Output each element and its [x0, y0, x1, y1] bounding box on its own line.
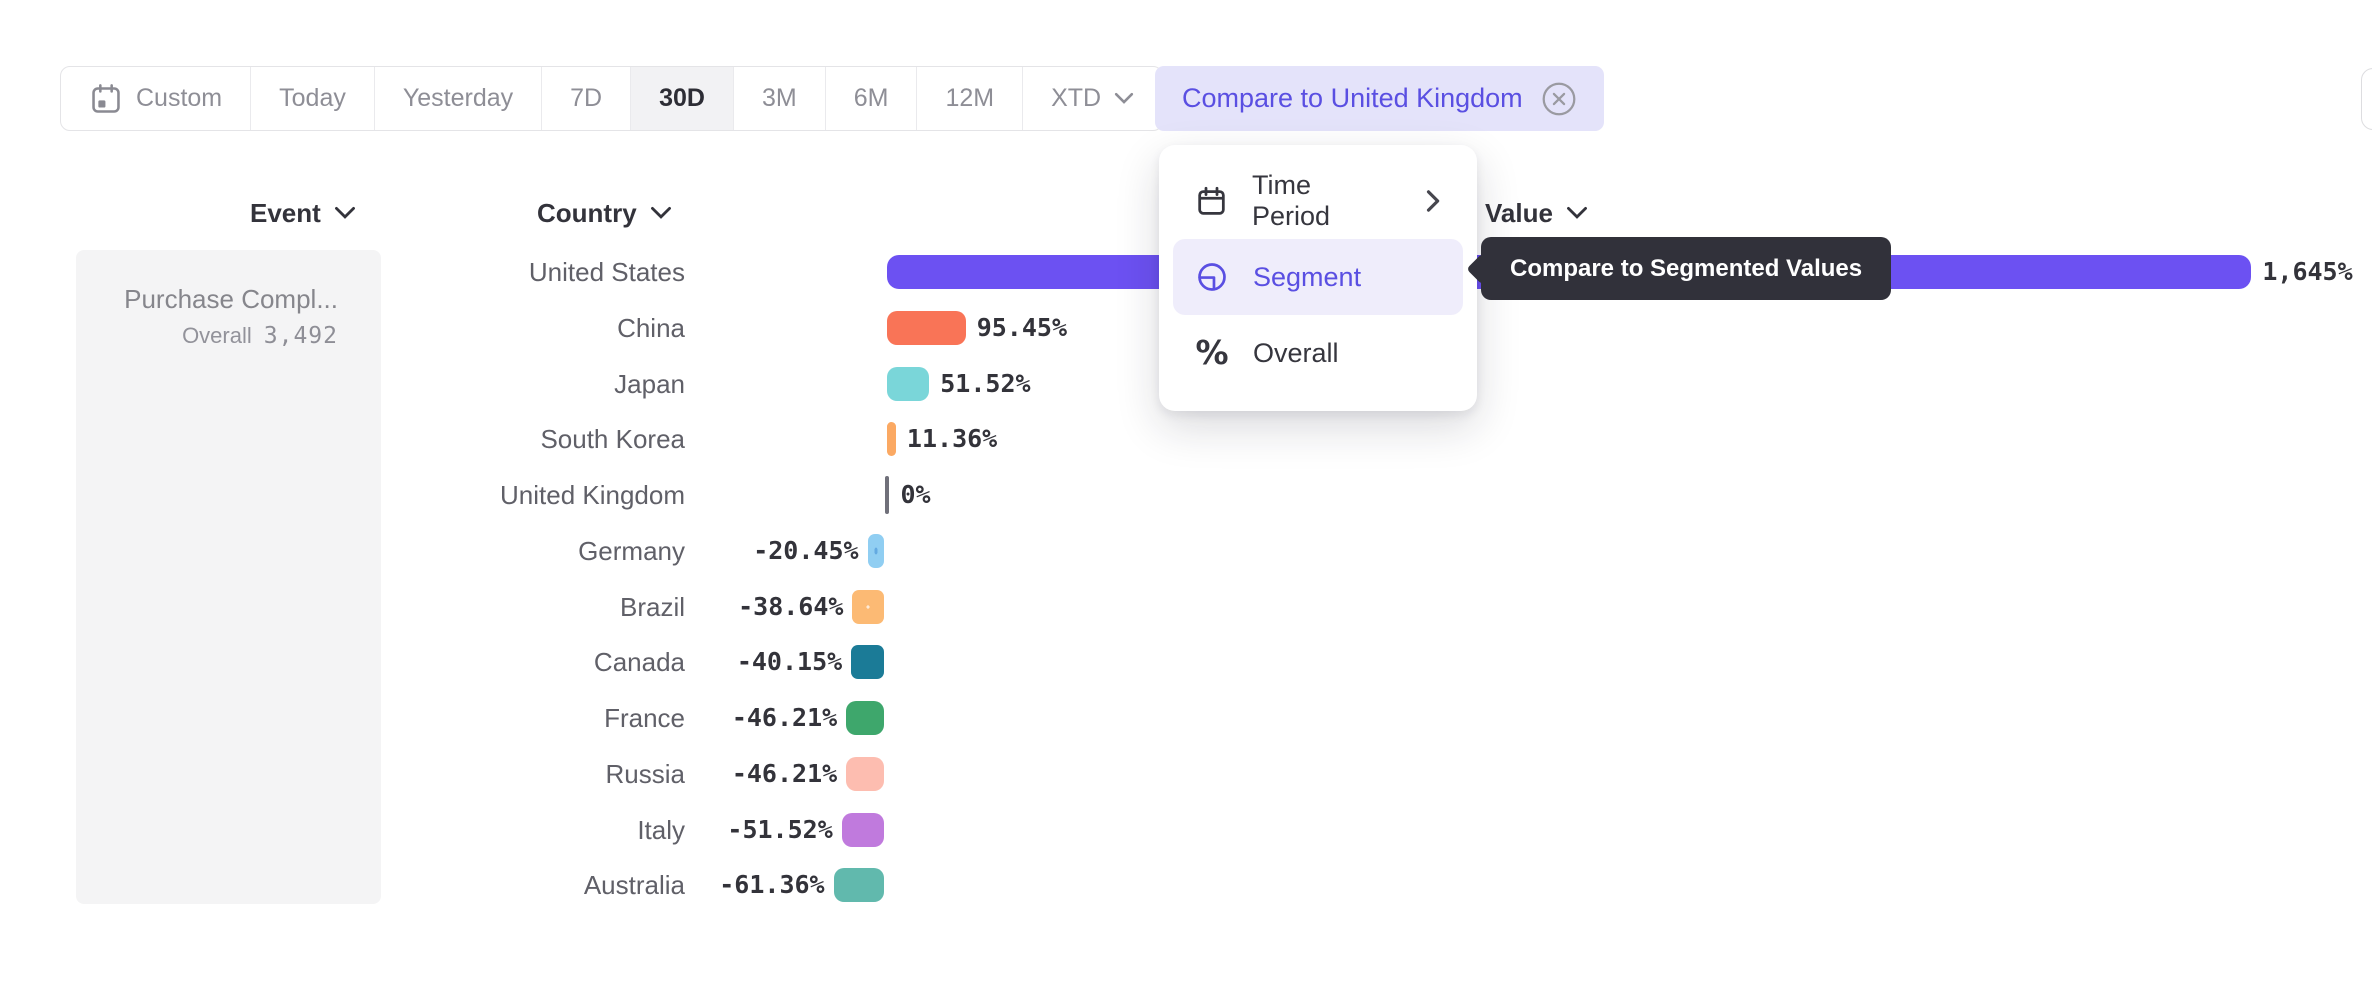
compare-options-menu: Time Period Segment% Overall	[1159, 145, 1477, 411]
range-button-yesterday[interactable]: Yesterday	[375, 67, 543, 130]
column-header-value-label: Value	[1485, 197, 1553, 228]
range-button-xtd[interactable]: XTD	[1023, 67, 1162, 130]
circle-x-icon[interactable]	[1541, 81, 1577, 117]
menu-item-label: Time Period	[1252, 170, 1331, 231]
range-label: Yesterday	[402, 84, 514, 112]
percent-icon: %	[1195, 333, 1229, 372]
overall-label: Overall	[182, 323, 252, 348]
calendar-icon	[89, 82, 123, 116]
value-label-china: 95.45%	[976, 312, 1067, 342]
country-label-united-states: United States	[528, 257, 685, 287]
value-label-japan: 51.52%	[940, 368, 1031, 398]
calendar-icon	[1195, 185, 1228, 218]
bar-russia[interactable]	[846, 756, 885, 791]
country-label-france: France	[604, 703, 685, 733]
date-range-toolbar: Custom Today Yesterday 7D 30D 3M 6M 12M XTD	[60, 66, 1164, 131]
menu-item-label: Overall	[1253, 337, 1339, 368]
bar-australia[interactable]	[833, 868, 885, 903]
range-button-12m[interactable]: 12M	[917, 67, 1024, 130]
range-label: XTD	[1051, 84, 1102, 112]
column-header-country[interactable]: Country	[537, 196, 672, 230]
country-label-germany: Germany	[578, 535, 685, 566]
bar-germany[interactable]	[867, 533, 885, 568]
tooltip-text: Compare to Segmented Values	[1510, 254, 1863, 282]
column-header-value[interactable]: Value	[1485, 196, 1588, 230]
range-button-6m[interactable]: 6M	[826, 67, 918, 130]
range-label: Custom	[136, 84, 223, 112]
country-label-united-kingdom: United Kingdom	[500, 480, 685, 510]
menu-item-label: Segment	[1253, 261, 1362, 292]
bar-italy[interactable]	[841, 812, 885, 847]
bar-brazil[interactable]	[852, 589, 885, 624]
range-label: 3M	[761, 84, 797, 112]
bar-canada[interactable]	[851, 645, 885, 680]
chevron-down-icon	[1566, 206, 1588, 220]
column-header-event-label: Event	[250, 197, 321, 228]
value-label-australia: -61.36%	[719, 870, 825, 900]
tooltip: Compare to Segmented Values	[1466, 237, 1892, 300]
compare-to-button[interactable]: Compare to United Kingdom	[1155, 66, 1604, 131]
bar-south-korea[interactable]	[886, 422, 896, 457]
value-label-united-states: 1,645%	[2262, 257, 2353, 286]
range-button-today[interactable]: Today	[251, 67, 375, 130]
event-name: Purchase Compl...	[124, 284, 338, 314]
menu-item-segment[interactable]: Segment	[1173, 239, 1463, 315]
chevron-right-icon	[1426, 189, 1441, 213]
overall-value: 3,492	[263, 323, 338, 349]
compare-to-label: Compare to United Kingdom	[1182, 83, 1523, 113]
range-label: 30D	[659, 84, 705, 112]
value-label-france: -46.21%	[731, 703, 838, 732]
column-header-country-label: Country	[537, 197, 637, 228]
zero-tick-united-kingdom[interactable]	[884, 476, 889, 514]
country-label-brazil: Brazil	[619, 591, 685, 622]
clipped-control-fragment	[2361, 68, 2372, 130]
event-panel[interactable]: Purchase Compl... Overall 3,492	[76, 250, 381, 904]
country-label-russia: Russia	[605, 758, 685, 789]
menu-item-overall[interactable]: % Overall	[1173, 315, 1463, 391]
range-label: 7D	[570, 84, 603, 112]
segment-icon	[1195, 260, 1229, 294]
range-button-7d[interactable]: 7D	[542, 67, 632, 130]
value-label-canada: -40.15%	[736, 647, 843, 677]
value-label-south-korea: 11.36%	[906, 424, 998, 454]
chevron-down-icon	[1114, 92, 1134, 105]
country-label-canada: Canada	[593, 647, 685, 678]
bar-japan[interactable]	[886, 366, 930, 401]
event-overall-row: Overall 3,492	[76, 320, 381, 352]
range-label: 6M	[853, 84, 889, 112]
range-label: 12M	[945, 84, 995, 112]
range-button-30d[interactable]: 30D	[631, 67, 734, 130]
country-label-australia: Australia	[583, 870, 685, 901]
value-label-russia: -46.21%	[731, 758, 838, 788]
country-label-italy: Italy	[637, 814, 685, 845]
country-label-japan: Japan	[614, 368, 685, 399]
chevron-down-icon	[650, 206, 672, 220]
value-label-germany: -20.45%	[753, 535, 859, 565]
range-label: Today	[279, 84, 346, 112]
range-button-3m[interactable]: 3M	[734, 67, 826, 130]
country-label-china: China	[617, 312, 685, 343]
menu-item-time-period[interactable]: Time Period	[1173, 163, 1463, 239]
chevron-down-icon	[334, 206, 356, 220]
bar-china[interactable]	[886, 310, 966, 345]
range-button-custom[interactable]: Custom	[61, 67, 252, 130]
column-header-event[interactable]: Event	[250, 196, 356, 230]
bar-france[interactable]	[846, 701, 885, 735]
value-label-united-kingdom: 0%	[900, 480, 931, 509]
value-label-brazil: -38.64%	[738, 591, 844, 621]
value-label-italy: -51.52%	[727, 814, 833, 844]
country-label-south-korea: South Korea	[540, 424, 685, 455]
